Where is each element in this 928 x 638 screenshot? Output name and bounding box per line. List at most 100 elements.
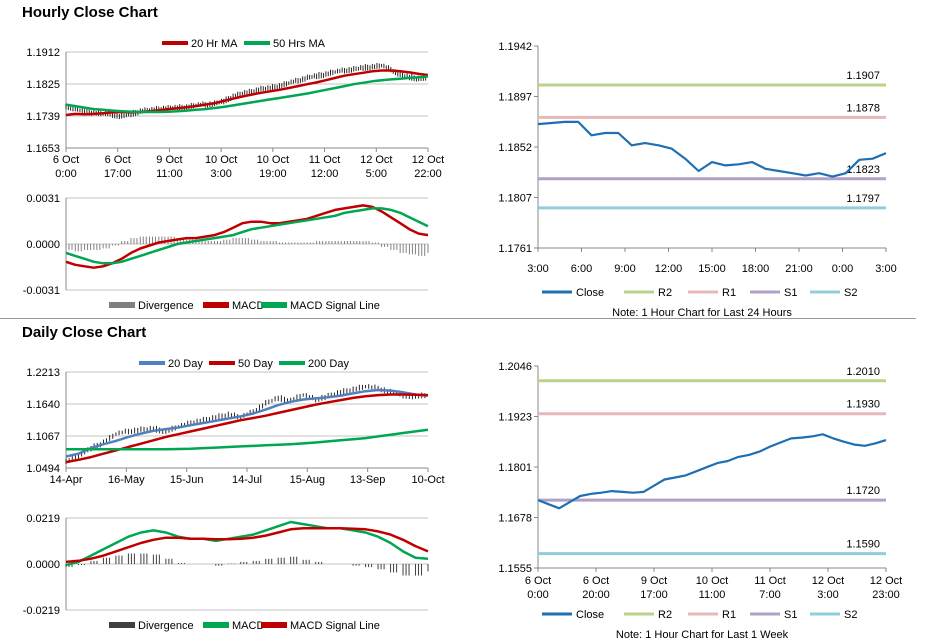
hourly-price-y-tick-label: 1.1912 bbox=[26, 47, 60, 59]
daily-price-x-tick-label: 15-Aug bbox=[290, 474, 325, 486]
daily-price-x-tick-label: 15-Jun bbox=[170, 474, 204, 486]
daily-price-chart: 1.2213 1.1640 1.1067 1.0494 20 Day 50 Day 200 … bbox=[26, 358, 444, 486]
daily-macd-signal-line bbox=[65, 527, 429, 564]
hourly-price-x-tick-label: 17:00 bbox=[104, 168, 132, 180]
daily-pivot-note: Note: 1 Hour Chart for Last 1 Week bbox=[616, 629, 789, 638]
hourly-pivot-y-tick-label: 1.1897 bbox=[498, 92, 532, 104]
daily-pivot-y-tick-label: 1.1923 bbox=[498, 412, 532, 424]
daily-pivot-legend-label: Close bbox=[576, 609, 604, 621]
daily-pivot-level-label: 1.1720 bbox=[846, 485, 880, 497]
daily-pivot-x-tick-label: 17:00 bbox=[640, 589, 668, 601]
hourly-price-x-tick-label: 0:00 bbox=[55, 168, 76, 180]
hourly-pivot-chart: 1.1942 1.1897 1.1852 1.1807 1.1761 1.1907 1.18… bbox=[498, 41, 896, 319]
daily-pivot-x-tick-label: 12 Oct bbox=[812, 575, 844, 587]
hourly-price-y-tick-label: 1.1653 bbox=[26, 143, 60, 155]
hourly-price-x-tick-label: 22:00 bbox=[414, 168, 442, 180]
daily-price-legend-label: 20 Day bbox=[168, 358, 203, 370]
daily-price-x-tick-label: 10-Oct bbox=[411, 474, 444, 486]
hourly-pivot-y-tick-label: 1.1761 bbox=[498, 243, 532, 255]
daily-price-y-tick-label: 1.0494 bbox=[26, 463, 60, 475]
hourly-macd-macd-line bbox=[65, 204, 429, 269]
daily-macd-legend-swatch bbox=[203, 622, 229, 628]
daily-pivot-y-tick-label: 1.2046 bbox=[498, 361, 532, 373]
hourly-pivot-y-tick-label: 1.1807 bbox=[498, 193, 532, 205]
hourly-pivot-legend-label: R1 bbox=[722, 287, 736, 299]
daily-macd-y-tick-label: 0.0000 bbox=[26, 559, 60, 571]
daily-price-legend-label: 50 Day bbox=[238, 358, 273, 370]
daily-pivot-x-tick-label: 0:00 bbox=[527, 589, 548, 601]
hourly-macd-legend-label: MACD Signal Line bbox=[290, 300, 380, 312]
daily-pivot-legend-label: R1 bbox=[722, 609, 736, 621]
hourly-price-x-tick-label: 11:00 bbox=[156, 168, 183, 180]
hourly-macd-legend-swatch bbox=[109, 302, 135, 308]
daily-pivot-chart: 1.2046 1.1923 1.1801 1.1678 1.1555 1.2010 1.19… bbox=[498, 361, 902, 638]
daily-pivot-x-tick-label: 11:00 bbox=[699, 589, 726, 601]
hourly-price-legend-label: 20 Hr MA bbox=[191, 38, 238, 50]
hourly-pivot-x-tick-label: 6:00 bbox=[571, 263, 592, 275]
hourly-macd-y-tick-label: 0.0000 bbox=[26, 239, 60, 251]
daily-pivot-level-label: 1.2010 bbox=[846, 366, 880, 378]
hourly-price-x-tick-label: 3:00 bbox=[210, 168, 231, 180]
daily-price-y-tick-label: 1.1640 bbox=[26, 399, 60, 411]
hourly-price-x-tick-label: 12 Oct bbox=[412, 154, 444, 166]
hourly-pivot-level-label: 1.1907 bbox=[846, 70, 880, 82]
daily-pivot-x-tick-label: 6 Oct bbox=[525, 575, 551, 587]
daily-section-title: Daily Close Chart bbox=[22, 324, 147, 341]
hourly-price-y-tick-label: 1.1825 bbox=[26, 79, 60, 91]
daily-price-legend-label: 200 Day bbox=[308, 358, 349, 370]
hourly-macd-legend-label: MACD bbox=[232, 300, 264, 312]
hourly-price-legend-label: 50 Hrs MA bbox=[273, 38, 326, 50]
daily-macd-legend-label: Divergence bbox=[138, 620, 194, 632]
hourly-pivot-y-tick-label: 1.1852 bbox=[498, 142, 532, 154]
daily-pivot-legend-label: S1 bbox=[784, 609, 797, 621]
daily-pivot-x-tick-label: 9 Oct bbox=[641, 575, 667, 587]
hourly-price-x-tick-label: 10 Oct bbox=[205, 154, 237, 166]
hourly-pivot-legend-label: S1 bbox=[784, 287, 797, 299]
daily-pivot-x-tick-label: 10 Oct bbox=[696, 575, 728, 587]
hourly-pivot-x-tick-label: 3:00 bbox=[527, 263, 548, 275]
daily-macd-legend-label: MACD bbox=[232, 620, 264, 632]
hourly-pivot-legend-label: Close bbox=[576, 287, 604, 299]
daily-pivot-y-tick-label: 1.1801 bbox=[498, 462, 532, 474]
daily-price-ma50-line bbox=[65, 393, 429, 464]
hourly-pivot-level-label: 1.1823 bbox=[846, 164, 880, 176]
hourly-pivot-x-tick-label: 9:00 bbox=[614, 263, 635, 275]
daily-pivot-close-line bbox=[537, 433, 887, 510]
daily-pivot-legend-label: S2 bbox=[844, 609, 857, 621]
hourly-pivot-x-tick-label: 18:00 bbox=[742, 263, 770, 275]
daily-macd-chart: 0.0219 0.0000 -0.0219 Divergence MACD MACD Si… bbox=[23, 513, 429, 632]
hourly-pivot-close-line bbox=[537, 120, 887, 178]
daily-pivot-level-label: 1.1590 bbox=[846, 539, 880, 551]
daily-price-x-tick-label: 16-May bbox=[108, 474, 145, 486]
hourly-macd-chart: 0.0031 0.0000 -0.0031 Divergence MACD MACD Si… bbox=[23, 193, 429, 312]
hourly-pivot-legend-label: S2 bbox=[844, 287, 857, 299]
daily-price-y-tick-label: 1.1067 bbox=[26, 431, 60, 443]
hourly-macd-legend-swatch bbox=[203, 302, 229, 308]
hourly-price-x-tick-label: 19:00 bbox=[259, 168, 287, 180]
daily-pivot-x-tick-label: 11 Oct bbox=[754, 575, 786, 587]
hourly-price-y-tick-label: 1.1739 bbox=[26, 111, 60, 123]
daily-price-y-tick-label: 1.2213 bbox=[26, 367, 60, 379]
daily-pivot-x-tick-label: 6 Oct bbox=[583, 575, 609, 587]
hourly-pivot-x-tick-label: 21:00 bbox=[785, 263, 813, 275]
hourly-price-x-tick-label: 12 Oct bbox=[360, 154, 392, 166]
hourly-section-title: Hourly Close Chart bbox=[22, 4, 158, 21]
hourly-pivot-y-tick-label: 1.1942 bbox=[498, 41, 532, 53]
hourly-macd-y-tick-label: -0.0031 bbox=[23, 285, 60, 297]
hourly-pivot-level-label: 1.1797 bbox=[846, 193, 880, 205]
daily-price-x-tick-label: 14-Apr bbox=[49, 474, 82, 486]
hourly-price-chart: 1.1912 1.1825 1.1739 1.1653 20 Hr MA 50 Hrs M… bbox=[26, 38, 444, 180]
daily-pivot-legend-label: R2 bbox=[658, 609, 672, 621]
hourly-pivot-legend-label: R2 bbox=[658, 287, 672, 299]
daily-pivot-level-label: 1.1930 bbox=[846, 399, 880, 411]
hourly-price-x-tick-label: 6 Oct bbox=[105, 154, 131, 166]
hourly-pivot-x-tick-label: 12:00 bbox=[655, 263, 683, 275]
daily-price-x-tick-label: 13-Sep bbox=[350, 474, 385, 486]
daily-pivot-y-tick-label: 1.1555 bbox=[498, 563, 532, 575]
hourly-price-x-tick-label: 5:00 bbox=[366, 168, 387, 180]
hourly-pivot-note: Note: 1 Hour Chart for Last 24 Hours bbox=[612, 307, 792, 319]
daily-pivot-x-tick-label: 7:00 bbox=[759, 589, 780, 601]
section-divider bbox=[0, 318, 916, 319]
hourly-macd-signal-line bbox=[65, 207, 429, 265]
hourly-price-x-tick-label: 10 Oct bbox=[257, 154, 289, 166]
